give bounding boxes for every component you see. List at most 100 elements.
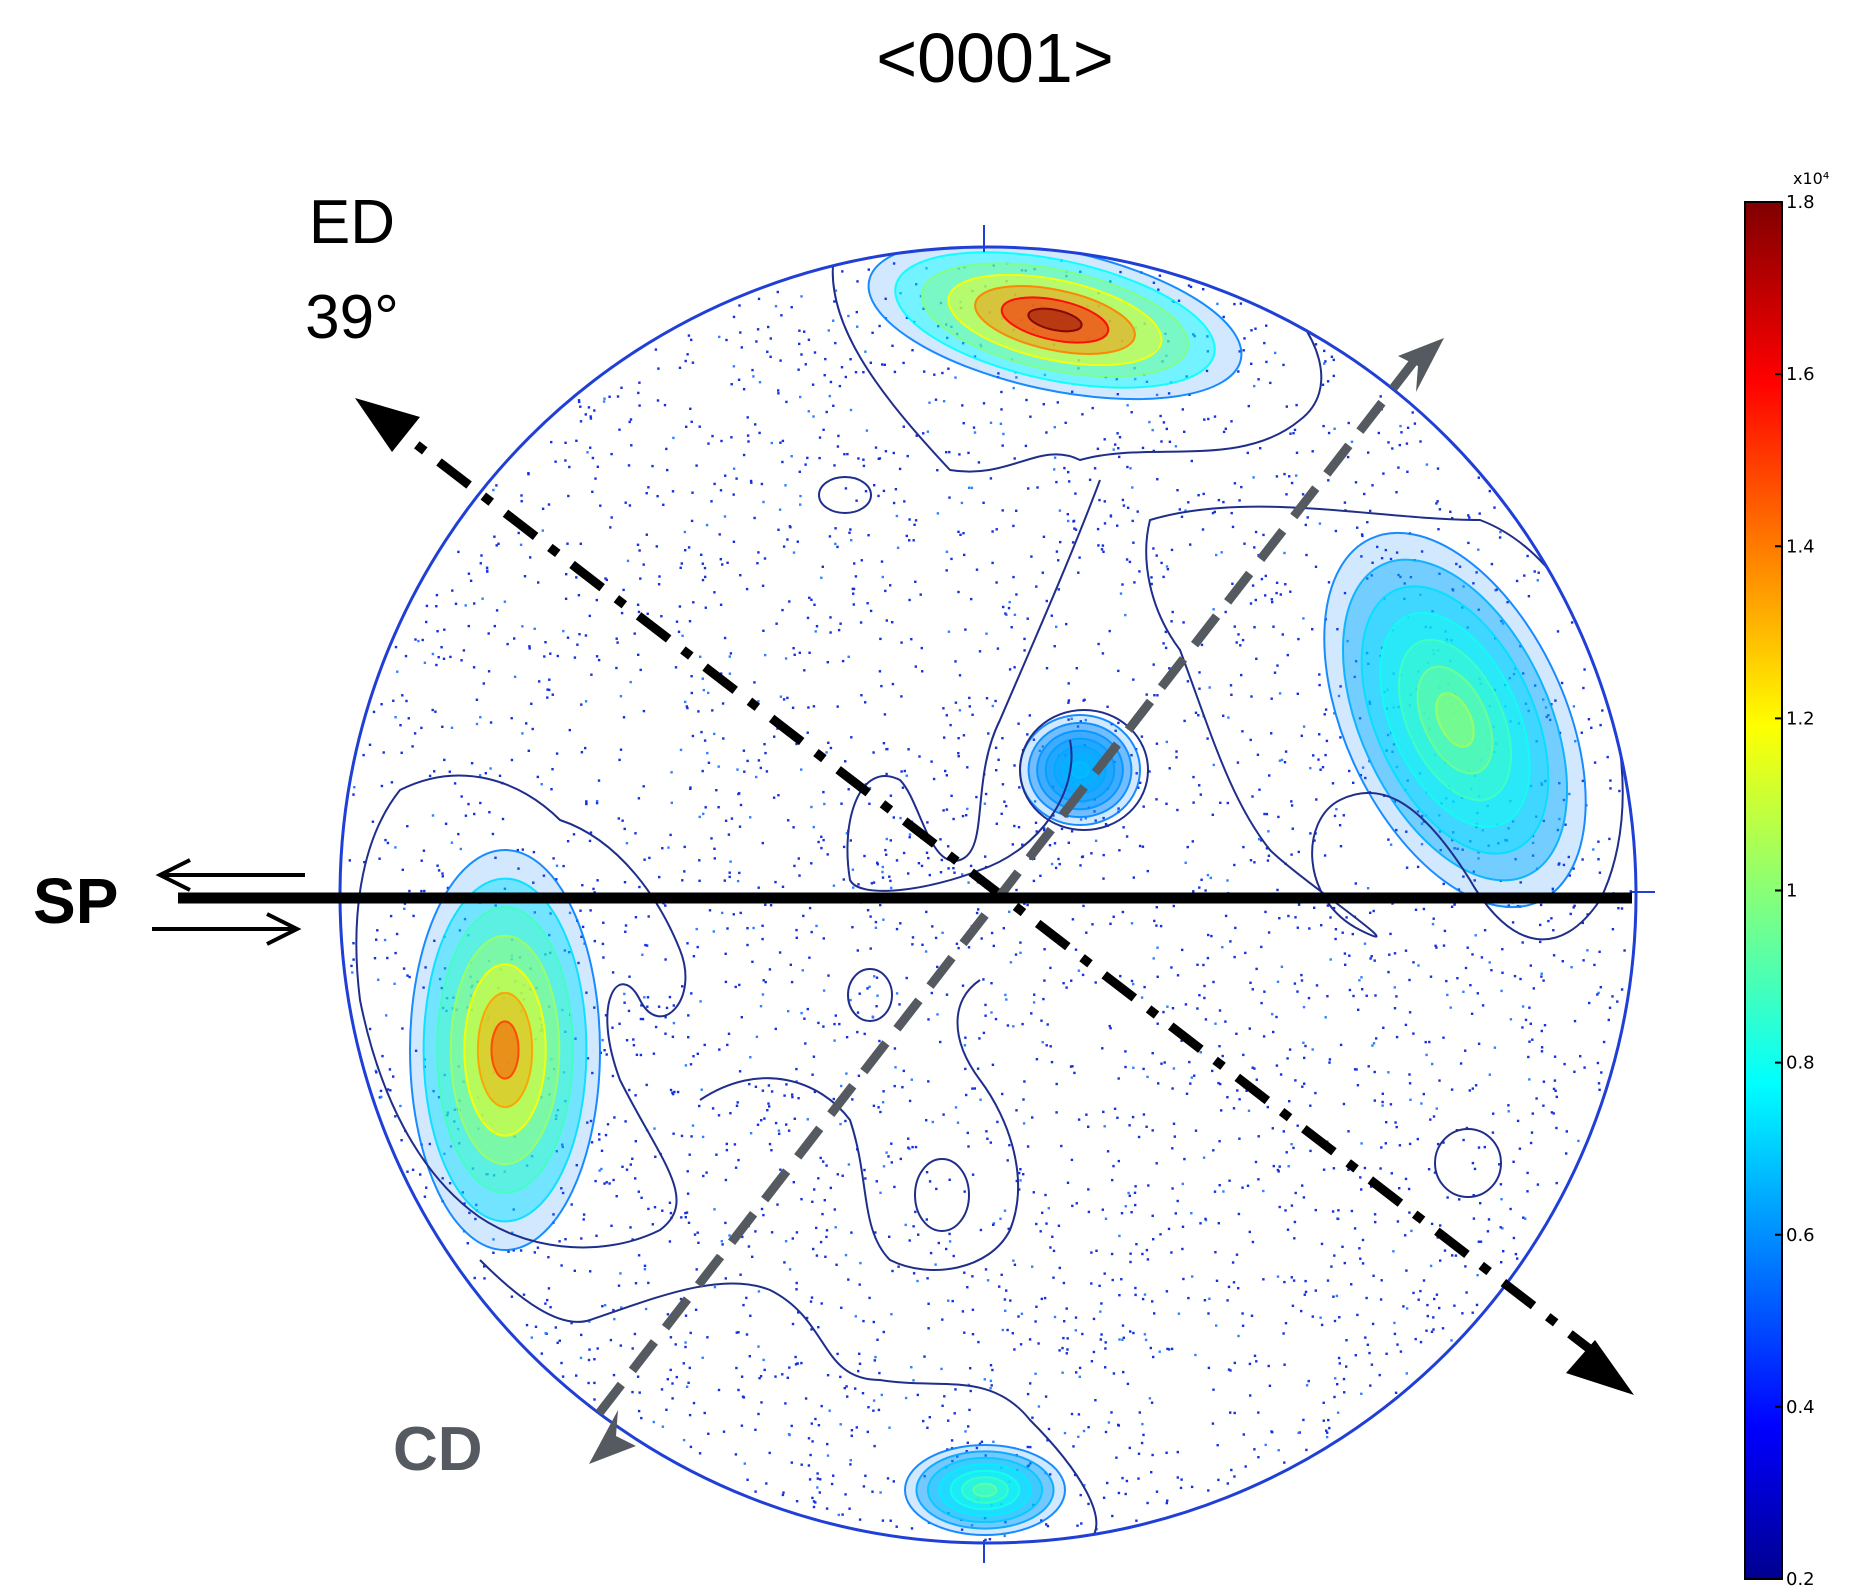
scatter-point: [653, 1206, 657, 1209]
scatter-point: [1142, 1067, 1145, 1071]
scatter-point: [602, 400, 606, 403]
scatter-point: [788, 1366, 791, 1369]
scatter-point: [1296, 926, 1299, 929]
scatter-point: [1212, 1149, 1215, 1152]
scatter-point: [1155, 1490, 1159, 1493]
scatter-point: [1065, 622, 1068, 626]
scatter-point: [401, 868, 404, 871]
scatter-point: [928, 1416, 931, 1419]
scatter-point: [812, 1500, 816, 1503]
scatter-point: [899, 816, 902, 820]
scatter-point: [727, 1032, 731, 1035]
scatter-point: [1000, 812, 1003, 815]
scatter-point: [1005, 998, 1008, 1001]
scatter-point: [1012, 524, 1015, 528]
scatter-point: [707, 691, 710, 695]
scatter-point: [1524, 1018, 1528, 1022]
scatter-point: [618, 758, 621, 762]
scatter-point: [1383, 690, 1386, 694]
scatter-point: [442, 657, 446, 660]
scatter-point: [593, 1398, 596, 1401]
scatter-point: [695, 927, 698, 931]
scatter-point: [1053, 645, 1056, 648]
scatter-point: [1087, 1210, 1091, 1214]
scatter-point: [1329, 958, 1332, 961]
scatter-point: [487, 670, 491, 673]
scatter-point: [1275, 581, 1279, 584]
scatter-point: [1240, 485, 1243, 489]
scatter-point: [1460, 796, 1464, 799]
scatter-point: [1356, 1313, 1359, 1317]
scatter-point: [1012, 575, 1015, 579]
scatter-point: [1565, 1152, 1568, 1155]
scatter-point: [1103, 522, 1107, 525]
scatter-point: [414, 1049, 418, 1052]
scatter-point: [380, 784, 384, 788]
scatter-point: [1008, 668, 1012, 671]
scatter-point: [1077, 1435, 1080, 1438]
scatter-point: [1203, 996, 1206, 1000]
scatter-point: [351, 971, 354, 974]
scatter-point: [443, 628, 446, 631]
scatter-point: [822, 937, 825, 940]
scatter-point: [982, 501, 985, 504]
scatter-point: [1346, 455, 1350, 459]
scatter-point: [1475, 1303, 1479, 1307]
scatter-point: [1586, 913, 1589, 916]
scatter-point: [1211, 1422, 1215, 1425]
scatter-point: [502, 996, 505, 1000]
scatter-point: [1354, 660, 1358, 663]
scatter-point: [1366, 577, 1369, 580]
scatter-point: [1152, 1238, 1155, 1241]
scatter-point: [1118, 1234, 1121, 1238]
scatter-point: [594, 477, 597, 480]
scatter-point: [1535, 1097, 1538, 1100]
scatter-point: [1032, 1191, 1035, 1194]
scatter-point: [1075, 1371, 1078, 1374]
scatter-point: [899, 1157, 902, 1161]
scatter-point: [1405, 1372, 1408, 1375]
scatter-point: [479, 801, 482, 805]
scatter-point: [1167, 340, 1170, 343]
scatter-point: [1138, 1411, 1141, 1414]
scatter-point: [806, 1118, 809, 1121]
scatter-point: [953, 871, 956, 874]
scatter-point: [609, 1338, 613, 1342]
scatter-point: [1253, 546, 1256, 549]
right-peak-level: [1379, 612, 1531, 828]
scatter-point: [803, 669, 806, 672]
scatter-point: [580, 703, 583, 706]
scatter-point: [1237, 370, 1240, 373]
scatter-point: [1081, 973, 1085, 977]
scatter-point: [979, 1228, 983, 1232]
scatter-point: [811, 1200, 814, 1203]
scatter-point: [457, 550, 460, 554]
scatter-point: [908, 518, 911, 521]
scatter-point: [760, 1207, 764, 1211]
scatter-point: [732, 365, 736, 368]
scatter-point: [436, 864, 439, 867]
scatter-point: [901, 1086, 904, 1089]
scatter-point: [1065, 1352, 1068, 1355]
scatter-point: [746, 759, 749, 763]
scatter-point: [1118, 455, 1121, 459]
scatter-point: [1199, 793, 1202, 796]
scatter-point: [1499, 1183, 1503, 1186]
scatter-point: [961, 814, 965, 818]
scatter-point: [1323, 362, 1326, 365]
scatter-point: [1327, 581, 1331, 584]
scatter-point: [901, 786, 905, 789]
scatter-point: [601, 942, 605, 946]
scatter-point: [964, 1036, 967, 1039]
scatter-point: [857, 1074, 861, 1077]
scatter-point: [1581, 779, 1585, 783]
scatter-point: [1359, 1176, 1362, 1179]
scatter-point: [1552, 1087, 1556, 1091]
scatter-point: [1336, 1217, 1339, 1220]
scatter-point: [823, 374, 826, 377]
scatter-point: [723, 636, 727, 640]
scatter-point: [1093, 810, 1096, 813]
scatter-point: [1588, 1001, 1591, 1005]
scatter-point: [1244, 1465, 1247, 1468]
scatter-point: [1477, 1240, 1480, 1243]
